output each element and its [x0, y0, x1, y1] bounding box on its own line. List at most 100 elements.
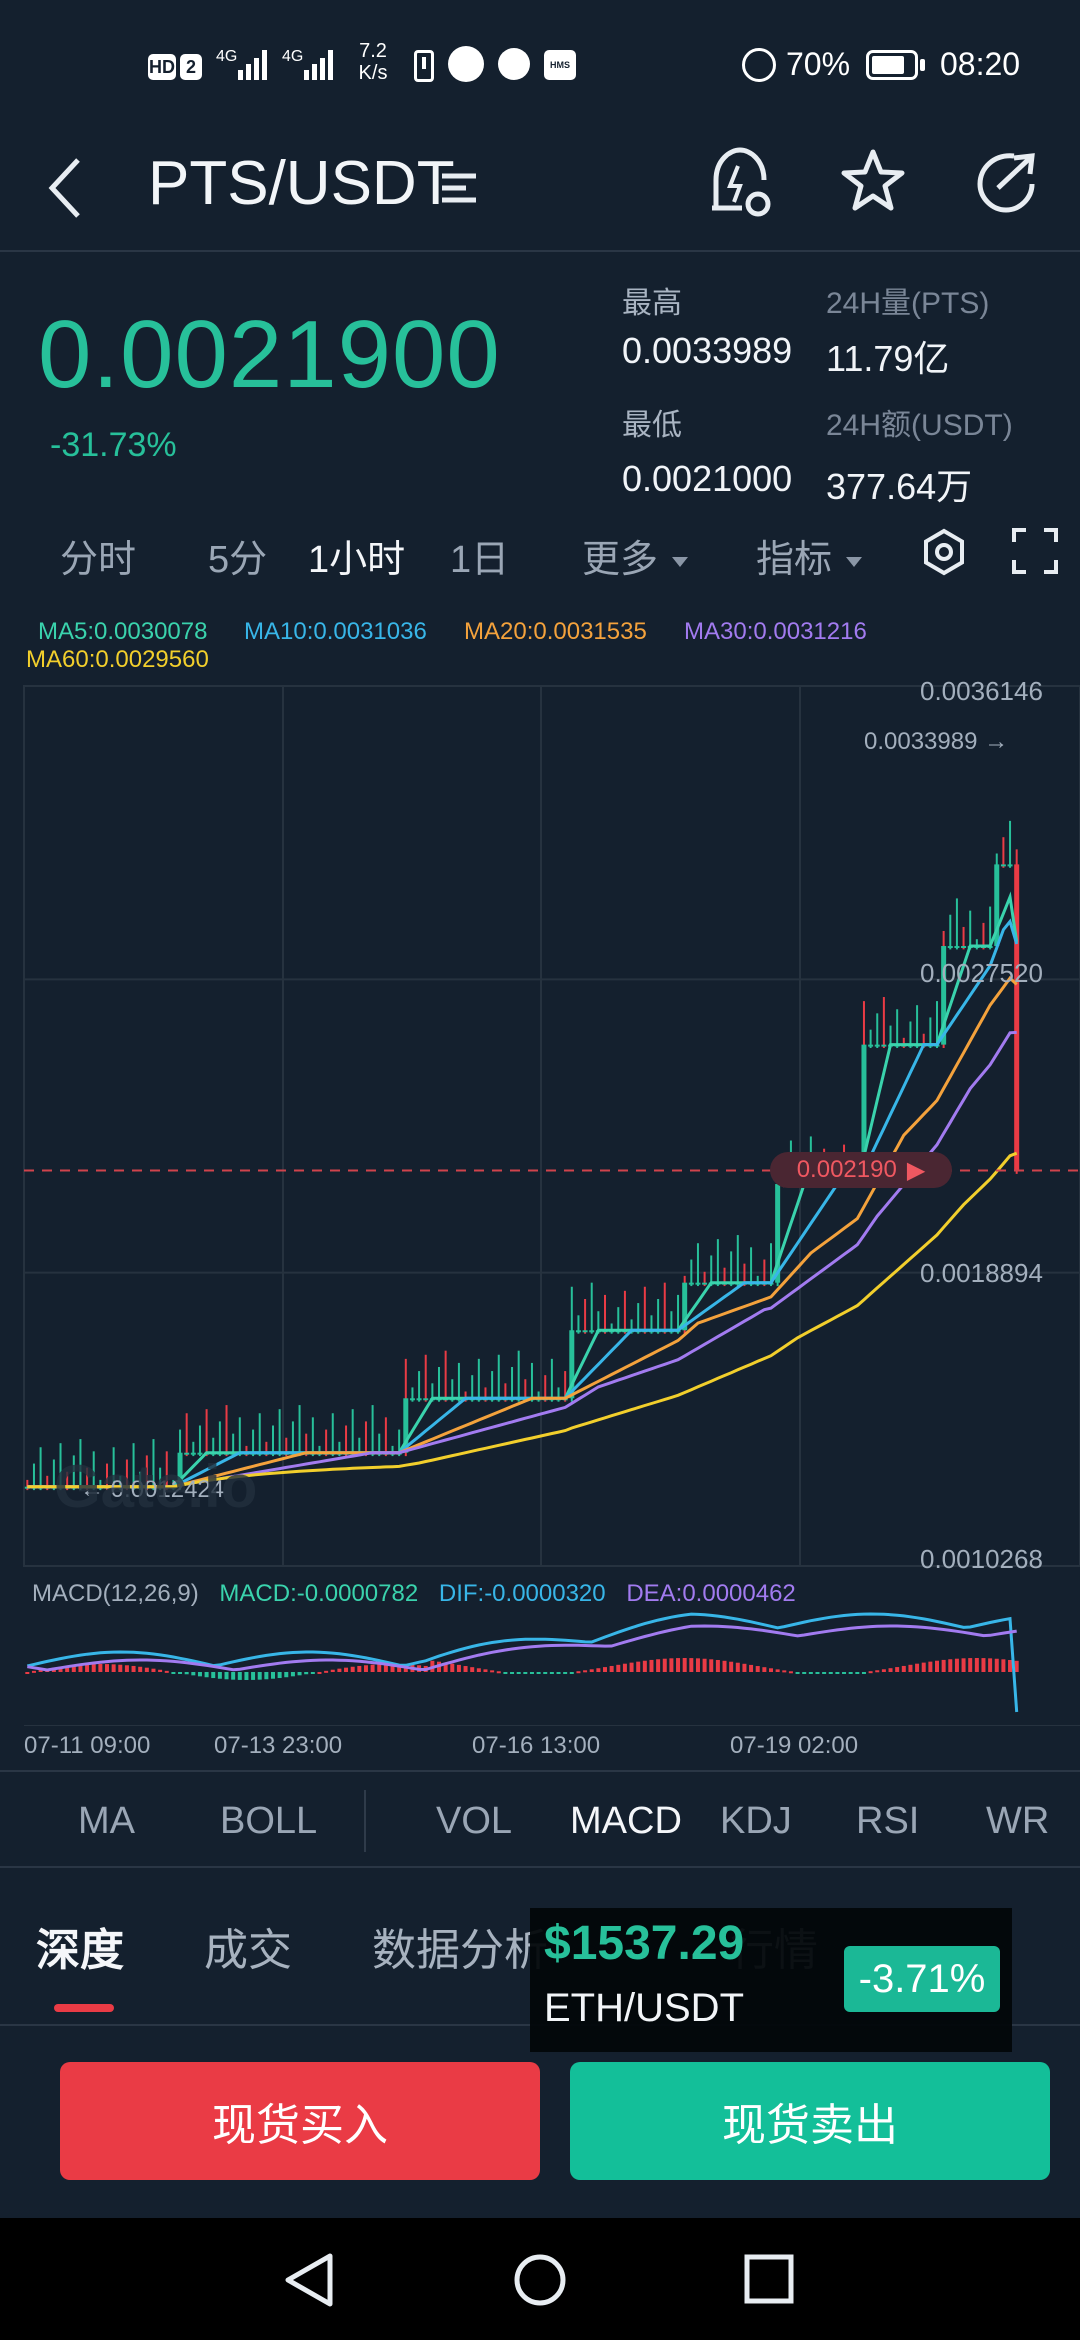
macd-bar — [669, 1658, 674, 1672]
nav-recents-icon[interactable] — [744, 2254, 794, 2304]
time-label-2: 07-13 23:00 — [214, 1732, 343, 1759]
tab-more[interactable]: 更多 — [582, 528, 689, 583]
back-arrow-icon[interactable] — [44, 156, 84, 220]
indicator-vol[interactable]: VOL — [436, 1800, 513, 1842]
macd-bar — [762, 1667, 767, 1672]
macd-bar — [662, 1658, 667, 1672]
chevron-down-icon — [672, 556, 689, 567]
macd-bar — [71, 1665, 76, 1672]
nav-home-icon[interactable] — [512, 2252, 568, 2308]
macd-bar — [523, 1672, 528, 1674]
macd-bar — [297, 1672, 302, 1676]
tab-data-analysis[interactable]: 数据分析 — [372, 1926, 548, 1975]
indicator-rsi[interactable]: RSI — [856, 1800, 920, 1842]
macd-bar — [861, 1672, 866, 1674]
hd-label: HD — [149, 56, 175, 77]
macd-bar — [357, 1665, 362, 1672]
net1-label: 4G — [216, 48, 238, 65]
macd-bar — [58, 1666, 63, 1672]
tab-5min[interactable]: 5分 — [208, 539, 268, 581]
sim-label: 2 — [185, 56, 196, 77]
macd-bar — [304, 1672, 309, 1675]
macd-bar — [171, 1672, 176, 1674]
current-price-marker[interactable]: 0.002190 ▶ — [770, 1152, 952, 1188]
arrow-left-icon: ← — [80, 1476, 104, 1503]
macd-bar — [164, 1670, 169, 1673]
high-marker: 0.0033989 → — [864, 728, 1008, 756]
candlestick-chart[interactable] — [0, 676, 1080, 1576]
macd-bar — [715, 1659, 720, 1672]
macd-bar — [264, 1672, 269, 1680]
tab-1day[interactable]: 1日 — [450, 539, 510, 581]
pair-menu-icon[interactable] — [440, 168, 480, 208]
macd-bar — [330, 1669, 335, 1672]
macd-bar — [543, 1672, 548, 1674]
price-alert-icon[interactable] — [708, 146, 772, 220]
macd-bar — [85, 1664, 90, 1672]
ma-line-ma30 — [27, 1030, 1017, 1489]
tab-depth[interactable]: 深度 — [36, 1926, 124, 1975]
nav-back-icon[interactable] — [282, 2252, 338, 2308]
macd-bar — [390, 1664, 395, 1672]
indicator-wr[interactable]: WR — [986, 1800, 1050, 1842]
ma30-legend: MA30:0.0031216 — [684, 618, 867, 645]
macd-bar — [244, 1672, 249, 1680]
low-label: 最低 — [622, 409, 682, 442]
macd-bar — [310, 1672, 315, 1674]
macd-bar — [788, 1671, 793, 1674]
macd-bar — [974, 1658, 979, 1672]
macd-bar — [603, 1667, 607, 1672]
macd-bar — [138, 1666, 143, 1672]
macd-bar — [795, 1672, 800, 1674]
spot-buy-button[interactable]: 现货买入 — [60, 2062, 540, 2180]
indicator-boll[interactable]: BOLL — [220, 1800, 318, 1842]
fullscreen-icon[interactable] — [1012, 528, 1058, 574]
macd-bar — [656, 1659, 661, 1672]
candle-body — [423, 1398, 429, 1401]
macd-bar — [324, 1670, 329, 1673]
chevron-down-icon — [846, 556, 863, 567]
low-value: 0.0021000 — [622, 458, 793, 499]
pair-title[interactable]: PTS/USDT — [148, 149, 455, 218]
macd-bar — [118, 1664, 123, 1672]
floating-ticker-widget[interactable]: $1537.29 ETH/USDT -3.71% — [530, 1908, 1012, 2052]
y-axis-label-bottom: 0.0010268 — [920, 1544, 1043, 1574]
dif-line — [26, 1612, 1019, 1713]
candle-body — [575, 1330, 581, 1333]
current-price-value: 0.002190 — [796, 1156, 897, 1183]
amount-value: 377.64万 — [826, 466, 973, 507]
macd-bar — [583, 1670, 588, 1673]
macd-bar — [815, 1672, 820, 1674]
macd-bar — [277, 1672, 282, 1679]
hms-label: HMS — [550, 60, 570, 70]
macd-bar — [1008, 1659, 1013, 1672]
tab-timeshare[interactable]: 分时 — [60, 539, 137, 581]
sim2-icon: 2 — [180, 54, 202, 80]
candle-body — [868, 1044, 874, 1047]
candle-body — [702, 1282, 708, 1285]
candle-body — [1000, 864, 1006, 867]
tab-indicators[interactable]: 指标 — [756, 528, 863, 583]
macd-bar — [443, 1662, 448, 1672]
favorite-star-icon[interactable] — [840, 148, 906, 214]
tab-trades[interactable]: 成交 — [204, 1926, 292, 1975]
spot-sell-button[interactable]: 现货卖出 — [570, 2062, 1050, 2180]
macd-bar — [589, 1669, 594, 1672]
indicator-ma[interactable]: MA — [78, 1800, 135, 1842]
indicator-kdj[interactable]: KDJ — [720, 1800, 792, 1842]
share-icon[interactable] — [974, 150, 1038, 214]
candle-body — [582, 1330, 588, 1333]
tab-1hour[interactable]: 1小时 — [308, 539, 406, 581]
macd-bar — [197, 1672, 202, 1677]
macd-bar — [908, 1664, 913, 1672]
candle-body — [994, 864, 1000, 947]
chart-settings-icon[interactable] — [920, 528, 968, 576]
macd-bar — [808, 1672, 813, 1674]
macd-bar — [344, 1667, 349, 1672]
macd-bar — [456, 1664, 461, 1672]
macd-chart[interactable] — [0, 1600, 1080, 1726]
indicator-macd[interactable]: MACD — [570, 1800, 682, 1842]
macd-bar — [463, 1666, 468, 1672]
macd-bar — [476, 1668, 481, 1672]
macd-bar — [709, 1659, 714, 1672]
